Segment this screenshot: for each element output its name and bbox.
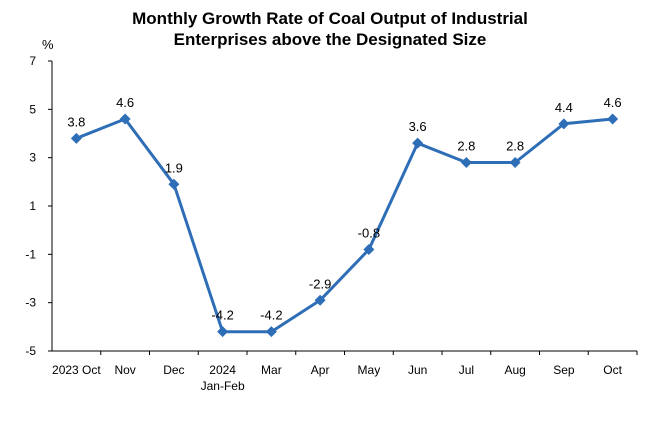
x-tick-label: Sep: [553, 363, 575, 377]
chart-data-labels: 3.8 4.6 1.9 -4.2 -4.2 -2.9 -0.8 3.6 2.8 2.8 4.4 4.6: [67, 95, 621, 323]
data-label: 4.6: [604, 95, 622, 110]
y-tick-label: 7: [29, 54, 36, 68]
data-point: [314, 294, 326, 306]
y-tick-label: 1: [29, 199, 36, 213]
data-point: [509, 157, 521, 168]
data-point: [119, 113, 131, 125]
y-tick-label: -1: [25, 247, 36, 261]
data-point: [70, 132, 82, 144]
data-point: [607, 113, 619, 125]
data-point: [363, 244, 375, 255]
data-label: -2.9: [309, 276, 331, 291]
chart-axes: 7 5 3 1 -1 -3 -5 2023 Oct Nov Dec 2024 Jan-Feb Mar Ap…: [25, 54, 638, 393]
data-label: 2.8: [506, 139, 524, 154]
x-tick-label: Mar: [261, 363, 282, 377]
x-tick-label: 2023 Oct: [52, 363, 101, 377]
y-tick-label: 3: [29, 151, 36, 165]
chart-title-line-1: Monthly Growth Rate of Coal Output of In…: [132, 9, 528, 28]
x-tick-label: Aug: [504, 363, 525, 377]
data-label: 1.9: [165, 160, 183, 175]
data-point: [217, 326, 229, 338]
y-tick-label: -5: [25, 344, 36, 358]
data-label: 3.6: [409, 119, 427, 134]
data-label: 2.8: [457, 139, 475, 154]
data-label: 3.8: [67, 114, 85, 129]
x-tick-label: Jan-Feb: [201, 379, 245, 393]
data-point: [265, 326, 277, 338]
data-label: 4.4: [555, 100, 573, 115]
series-line: [74, 117, 615, 334]
chart-series: [70, 113, 619, 338]
data-label: -4.2: [260, 308, 282, 323]
x-tick-label: Dec: [163, 363, 184, 377]
x-tick-label: 2024: [209, 363, 236, 377]
y-tick-label: 5: [29, 102, 36, 116]
data-label: -0.8: [358, 226, 380, 241]
y-tick-label: -3: [25, 296, 36, 310]
data-point: [412, 137, 424, 149]
chart-title-line-2: Enterprises above the Designated Size: [173, 30, 487, 49]
data-label: -4.2: [211, 308, 233, 323]
data-label: 4.6: [116, 95, 134, 110]
x-tick-label: Nov: [114, 363, 135, 377]
x-tick-label: Jul: [459, 363, 474, 377]
data-point: [558, 118, 570, 130]
y-axis-unit-label: %: [42, 37, 54, 52]
chart-title: Monthly Growth Rate of Coal Output of In…: [0, 8, 660, 50]
x-tick-label: Apr: [311, 363, 330, 377]
x-tick-label: Oct: [603, 363, 622, 377]
data-point: [460, 157, 472, 168]
data-point: [168, 178, 180, 190]
x-tick-label: Jun: [408, 363, 427, 377]
x-tick-label: May: [358, 363, 381, 377]
